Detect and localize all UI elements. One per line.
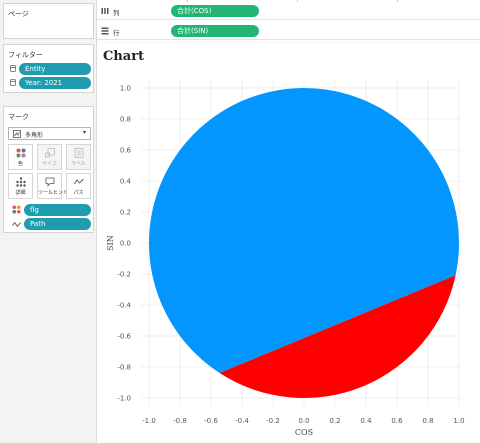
y-tick-label: -0.8: [117, 364, 131, 372]
x-tick-label: -0.4: [235, 417, 249, 425]
marks-tooltip-label: ツールヒント: [38, 190, 69, 196]
marks-detail-label: 詳細: [15, 190, 26, 196]
filter-pill-entity[interactable]: Entity: [19, 63, 91, 75]
columns-pill-cos[interactable]: 合計(COS): [171, 5, 259, 17]
x-tick-label: 0.8: [422, 417, 433, 425]
filter-db-icon: [10, 65, 16, 72]
size-icon: [45, 148, 55, 158]
x-tick-label: -0.6: [204, 417, 218, 425]
y-tick-label: 0.2: [120, 209, 131, 217]
tooltip-icon: [45, 177, 55, 187]
x-tick-label: -1.0: [142, 417, 156, 425]
marks-path-label: パス: [73, 190, 84, 196]
rows-pill-sin[interactable]: 合計(SIN): [171, 25, 259, 37]
marks-label-button[interactable]: ラベル: [66, 144, 91, 170]
x-tick-label: -0.2: [266, 417, 280, 425]
shelves-area: 列 合計(COS) 行 合計(SIN): [97, 0, 480, 41]
series-1-polygon: [219, 275, 456, 398]
rows-label: 行: [113, 29, 120, 37]
polygon-icon: [13, 130, 21, 138]
filters-card: フィルター Entity Year: 2021: [3, 44, 94, 93]
mark-field-path[interactable]: Path: [24, 218, 91, 230]
marks-label-label: ラベル: [70, 161, 86, 167]
path-icon: [12, 220, 21, 229]
marks-card: マーク 多角形 ▾ 色 サイズ ラベル: [3, 106, 94, 233]
y-tick-label: 0.4: [120, 178, 132, 186]
y-tick-label: 0.0: [120, 240, 131, 248]
side-panel: ページ フィルター Entity Year: 2021 マーク 多角形 ▾ 色: [0, 0, 97, 443]
pages-title: ページ: [8, 10, 29, 18]
filter-db-icon: [10, 79, 16, 86]
y-tick-label: -0.2: [117, 271, 131, 279]
series-0-polygon: [149, 88, 460, 373]
mark-type-label: 多角形: [25, 132, 44, 139]
filters-title: フィルター: [8, 51, 43, 59]
rows-icon: [101, 27, 109, 37]
columns-shelf[interactable]: 列 合計(COS): [97, 2, 480, 20]
y-tick-label: 0.6: [120, 147, 132, 155]
y-tick-label: -0.4: [117, 302, 131, 310]
y-tick-label: 0.8: [120, 116, 131, 124]
columns-label: 列: [113, 9, 120, 17]
marks-size-label: サイズ: [42, 161, 57, 167]
y-tick-label: 1.0: [120, 85, 131, 93]
x-tick-label: -0.8: [173, 417, 187, 425]
marks-detail-button[interactable]: 詳細: [8, 173, 33, 199]
marks-tooltip-button[interactable]: ツールヒント: [37, 173, 69, 199]
mark-field-flg[interactable]: flg: [24, 204, 91, 216]
filter-pill-year[interactable]: Year: 2021: [19, 77, 91, 89]
y-axis-label: SIN: [106, 235, 115, 251]
x-tick-label: 0.6: [391, 417, 403, 425]
marks-color-button[interactable]: 色: [8, 144, 33, 170]
y-tick-label: -0.6: [117, 333, 131, 341]
y-tick-label: -1.0: [117, 395, 131, 403]
rows-shelf[interactable]: 行 合計(SIN): [97, 22, 480, 40]
marks-color-label: 色: [17, 161, 23, 167]
path-icon: [74, 178, 84, 185]
label-icon: [74, 148, 84, 158]
color-icon: [12, 205, 21, 214]
chart-title: Chart: [103, 49, 145, 64]
x-axis-label: COS: [295, 428, 313, 437]
pages-card: ページ: [3, 3, 94, 39]
x-tick-label: 0.2: [329, 417, 340, 425]
marks-size-button[interactable]: サイズ: [37, 144, 62, 170]
chevron-down-icon: ▾: [82, 129, 86, 136]
marks-title: マーク: [8, 113, 29, 121]
columns-icon: [101, 7, 109, 17]
x-tick-label: 0.0: [298, 417, 309, 425]
detail-icon: [16, 177, 26, 187]
color-icon: [16, 148, 26, 158]
x-tick-label: 1.0: [453, 417, 464, 425]
marks-path-button[interactable]: パス: [66, 173, 91, 199]
x-tick-label: 0.4: [360, 417, 372, 425]
mark-type-dropdown[interactable]: 多角形 ▾: [8, 127, 91, 140]
chart-plot: -1.0 -0.8 -0.6 -0.4 -0.2 0.0 0.2 0.4 0.6 0.8 1.0 1.…: [106, 80, 465, 437]
chart-area: Chart -1.0 -0.8 -0.6 -0.4 -0.2 0.0 0.2 0.4 0.6 0.…: [97, 43, 480, 443]
